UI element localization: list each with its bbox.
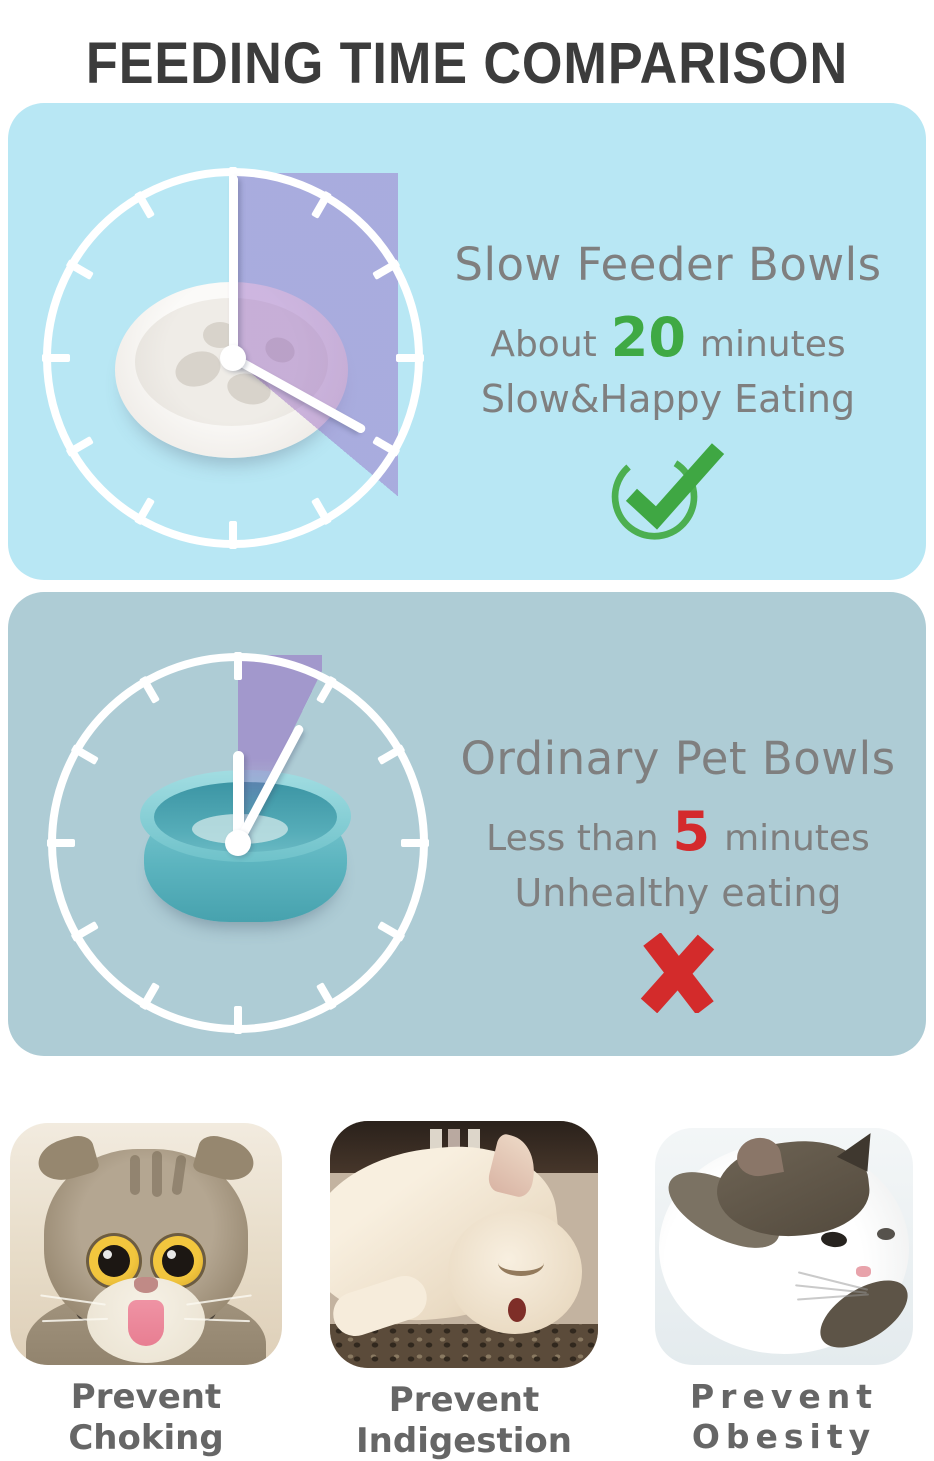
feeding-time-line: About 20 minutes <box>490 306 846 369</box>
cat-photo-sleeping <box>330 1121 598 1368</box>
clock-tick <box>134 190 155 219</box>
clock-tick <box>401 839 429 847</box>
clock-tick <box>70 921 99 942</box>
check-icon <box>611 443 725 540</box>
benefit-caption: Prevent Obesity <box>689 1377 878 1457</box>
clock-tick <box>47 839 75 847</box>
time-prefix: About <box>490 324 597 365</box>
clock-tick <box>372 436 401 457</box>
benefit-caption: Prevent Choking <box>68 1377 224 1459</box>
cat-closed-eye <box>498 1250 544 1276</box>
clock-tick <box>311 497 332 526</box>
clock-5-minutes <box>47 652 429 1034</box>
clock-tick <box>229 521 237 549</box>
clock-tick <box>377 921 406 942</box>
clock-tick <box>70 744 99 765</box>
benefit-indigestion: Prevent Indigestion <box>330 1121 598 1461</box>
time-unit: minutes <box>699 324 846 365</box>
clock-tick <box>311 190 332 219</box>
panel-heading: Slow Feeder Bowls <box>454 238 882 291</box>
time-value: 20 <box>610 306 686 369</box>
time-value: 5 <box>672 800 711 863</box>
time-prefix: Less than <box>486 818 659 859</box>
clock-20-minutes <box>42 167 424 549</box>
clock-tick <box>65 436 94 457</box>
panel-heading: Ordinary Pet Bowls <box>460 732 896 785</box>
cat-nose <box>134 1277 158 1293</box>
clock-tick <box>234 1006 242 1034</box>
cat-nose <box>856 1266 871 1277</box>
slow-feeder-text: Slow Feeder Bowls About 20 minutes Slow&… <box>408 238 928 541</box>
benefit-caption: Prevent Indigestion <box>356 1380 572 1461</box>
clock-hub <box>225 830 251 856</box>
clock-tick <box>134 497 155 526</box>
panel-note: Slow&Happy Eating <box>480 377 856 421</box>
clock-tick <box>65 259 94 280</box>
clock-hub <box>220 345 246 371</box>
cross-icon <box>640 933 715 1013</box>
ordinary-bowl-text: Ordinary Pet Bowls Less than 5 minutes U… <box>418 732 934 1013</box>
benefit-choking: Prevent Choking <box>10 1123 282 1460</box>
hour-hand <box>233 751 244 843</box>
clock-ticks <box>47 652 429 1034</box>
clock-tick <box>139 675 160 704</box>
slow-feeder-panel: Slow Feeder Bowls About 20 minutes Slow&… <box>8 103 926 580</box>
clock-tick <box>139 982 160 1011</box>
clock-tick <box>396 354 424 362</box>
clock-tick <box>316 675 337 704</box>
page-title: FEEDING TIME COMPARISON <box>85 30 849 96</box>
clock-tick <box>372 259 401 280</box>
cat-mouth <box>508 1298 526 1322</box>
clock-tick <box>377 744 406 765</box>
cat-tongue <box>128 1300 164 1346</box>
ordinary-bowl-panel: Ordinary Pet Bowls Less than 5 minutes U… <box>8 592 926 1056</box>
minute-hand <box>229 175 238 358</box>
cat-eye <box>877 1228 895 1240</box>
clock-tick <box>234 652 242 680</box>
time-unit: minutes <box>724 818 870 859</box>
benefit-obesity: Prevent Obesity <box>655 1128 913 1458</box>
cat-photo-fat-cat <box>655 1128 913 1365</box>
clock-tick <box>316 982 337 1011</box>
cat-head <box>40 1149 252 1363</box>
feeding-time-line: Less than 5 minutes <box>486 800 870 863</box>
panel-note: Unhealthy eating <box>514 871 842 915</box>
carpet <box>330 1324 598 1368</box>
cat-photo-tongue-out <box>10 1123 282 1365</box>
clock-tick <box>42 354 70 362</box>
